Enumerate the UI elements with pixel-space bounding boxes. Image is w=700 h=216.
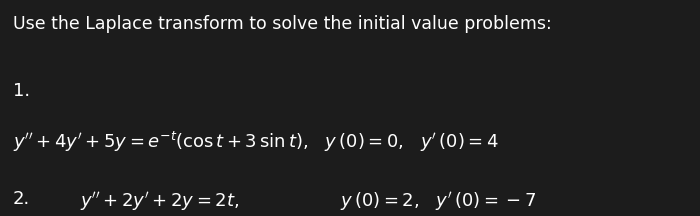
Text: $y'' + 2y' + 2y = 2t$,: $y'' + 2y' + 2y = 2t$, xyxy=(80,190,239,213)
Text: 1.: 1. xyxy=(13,82,29,100)
Text: $y\,(0) = 2$,   $y'\,(0) = -7$: $y\,(0) = 2$, $y'\,(0) = -7$ xyxy=(340,190,536,213)
Text: $y'' + 4y' + 5y = e^{-t}(\mathrm{cos}\,t + 3\,\mathrm{sin}\,t)$,   $y\,(0) = 0$,: $y'' + 4y' + 5y = e^{-t}(\mathrm{cos}\,t… xyxy=(13,130,498,154)
Text: 2.: 2. xyxy=(13,190,30,208)
Text: Use the Laplace transform to solve the initial value problems:: Use the Laplace transform to solve the i… xyxy=(13,15,552,33)
